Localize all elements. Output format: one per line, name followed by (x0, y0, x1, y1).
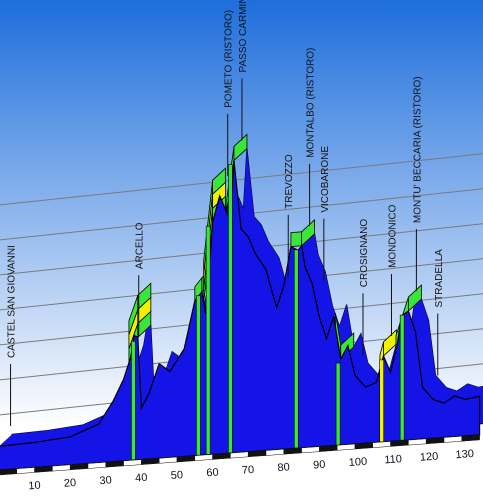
climb-band-side (301, 218, 315, 247)
km-tick-label: 110 (384, 453, 402, 466)
km-strip-segment (69, 463, 89, 471)
km-strip-segment (194, 454, 213, 461)
km-axis-strip (0, 434, 480, 476)
climb-post (379, 359, 385, 443)
grid-line (0, 188, 483, 241)
profile-area (0, 160, 481, 471)
climb-band (290, 231, 302, 248)
km-tick-label: 130 (455, 448, 474, 461)
waypoint-labels: CASTEL SAN GIOVANNI ARCELLO POMETO (RISTOR… (7, 0, 445, 426)
km-strip-segment (301, 446, 320, 454)
km-strip-segment (141, 458, 160, 465)
km-strip-segment (461, 434, 480, 442)
climb-band-side (137, 282, 152, 311)
climb-post (228, 164, 233, 454)
profile-top-surface (0, 148, 483, 447)
waypoint-label: PASSO CARMINE (238, 0, 249, 72)
km-strip-segment (158, 456, 178, 464)
km-strip-segment (425, 437, 445, 445)
km-strip-segment (247, 450, 267, 458)
km-strip-segment (16, 467, 35, 474)
climb-post (131, 341, 136, 461)
waypoint: CASTEL SAN GIOVANNI (7, 245, 18, 426)
waypoint: ARCELLO (135, 222, 146, 338)
km-tick-label: 80 (277, 461, 290, 474)
waypoint: STRADELLA (434, 249, 445, 376)
profile-front-face (0, 160, 481, 471)
km-tick-label: 120 (420, 451, 439, 464)
km-strip-segment (123, 459, 142, 467)
climb-band-side (408, 284, 422, 313)
climb-post (399, 314, 405, 441)
km-strip-segment (176, 455, 196, 463)
waypoint-label: MONDONICO (387, 204, 398, 268)
km-strip-segment (265, 448, 285, 456)
km-strip-segment (87, 461, 107, 469)
climb-post (205, 225, 211, 455)
waypoint: CROSIGNANO (359, 219, 370, 356)
waypoint-label: CROSIGNANO (359, 219, 370, 288)
km-strip-segment (212, 452, 231, 460)
climb-band-side (212, 167, 226, 196)
grid-line (0, 153, 483, 206)
waypoint: VICOBARONE (320, 146, 331, 281)
km-tick-label: 60 (206, 467, 219, 480)
km-strip-segment (336, 443, 356, 451)
waypoint: MONDONICO (387, 204, 398, 336)
climb-band-side (233, 133, 248, 162)
km-strip-segment (34, 465, 53, 473)
km-strip-segment (105, 460, 124, 468)
waypoint-label: TREVOZZO (284, 154, 295, 209)
waypoint-label: POMETO (RISTORO) (224, 10, 235, 108)
waypoint-label: ARCELLO (135, 222, 146, 269)
km-strip-segment (372, 441, 391, 448)
waypoint-label: MONTU' BECCARIA (RISTORO) (412, 76, 423, 223)
climb-marker (290, 218, 315, 248)
waypoint: POMETO (RISTORO) (224, 10, 235, 176)
km-strip-segment (354, 442, 374, 450)
waypoint: TREVOZZO (284, 154, 295, 277)
km-strip-segment (319, 445, 338, 452)
waypoint: MONTU' BECCARIA (RISTORO) (412, 76, 423, 292)
km-tick-label: 40 (135, 472, 148, 485)
km-strip-segment (0, 468, 18, 476)
waypoint: PASSO CARMINE (238, 0, 249, 141)
climb-band-side (383, 329, 397, 357)
climb-post (293, 249, 299, 449)
km-tick-label: 100 (348, 456, 367, 469)
waypoint-label: STRADELLA (434, 249, 445, 308)
km-strip-segment (408, 438, 427, 446)
km-strip-segment (390, 439, 409, 447)
km-tick-label: 10 (28, 480, 41, 493)
climb-post (196, 295, 201, 456)
km-tick-label: 90 (313, 459, 326, 472)
km-tick-labels: 10 20 30 40 50 60 70 80 90 100 110 120 130 (28, 448, 474, 492)
waypoint-label: VICOBARONE (320, 146, 331, 213)
km-strip-segment (443, 435, 463, 443)
km-tick-label: 30 (99, 474, 112, 487)
km-tick-label: 50 (170, 469, 183, 482)
km-tick-label: 20 (64, 477, 77, 490)
waypoint-label: MONTALBO (RISTORO) (306, 48, 317, 158)
km-strip-segment (230, 451, 249, 459)
km-strip-segment (283, 447, 302, 455)
waypoint: MONTALBO (RISTORO) (306, 48, 317, 226)
climb-post (335, 362, 341, 446)
km-strip-segment (52, 464, 71, 472)
km-tick-label: 70 (242, 464, 255, 477)
waypoint-label: CASTEL SAN GIOVANNI (7, 245, 18, 358)
